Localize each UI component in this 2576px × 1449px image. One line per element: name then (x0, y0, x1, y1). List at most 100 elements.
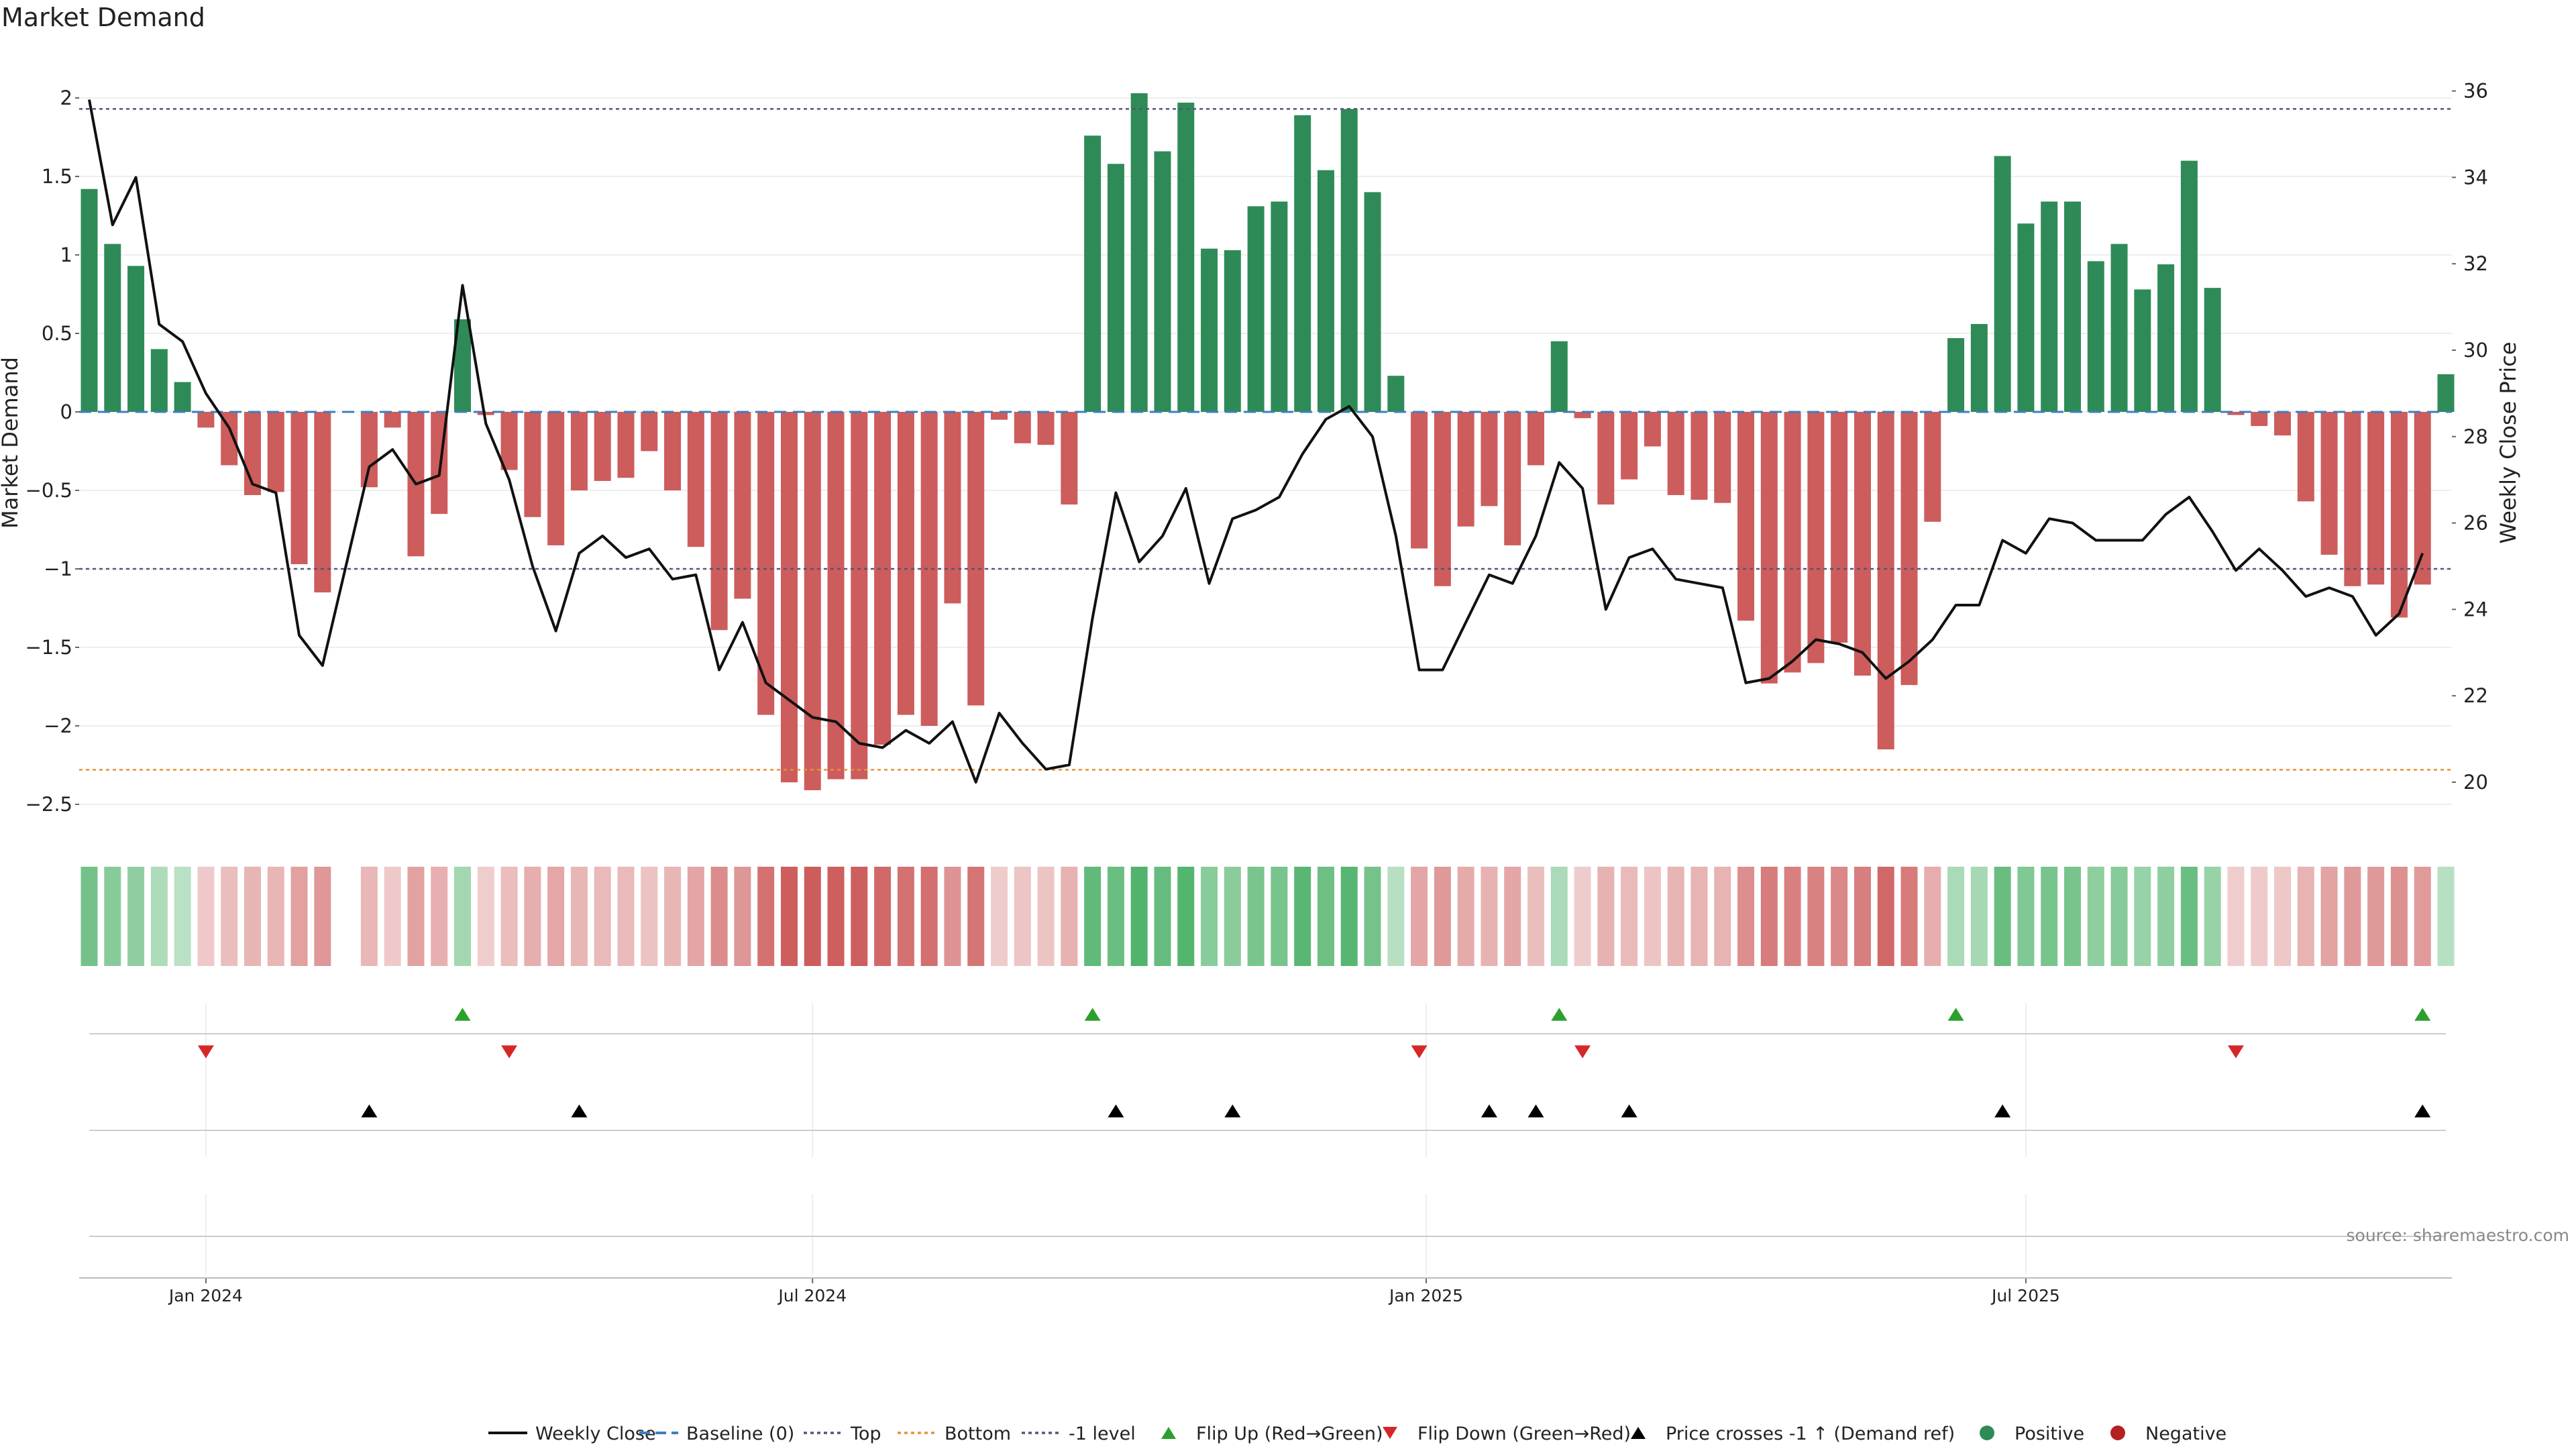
demand-bar (2087, 261, 2104, 412)
y2-axis-label: Weekly Close Price (2496, 341, 2521, 543)
legend-item[interactable]: Top (804, 1424, 881, 1444)
flip-up-marker (1084, 1008, 1101, 1021)
legend-item[interactable]: Weekly Close (488, 1424, 656, 1444)
heat-strip-cell (1130, 867, 1148, 966)
heat-strip-cell (1597, 867, 1615, 966)
demand-bar (2274, 412, 2292, 436)
heat-strip-cell (2251, 867, 2268, 966)
demand-bar (710, 412, 728, 631)
x-tick-label: Jul 2025 (1990, 1286, 2060, 1305)
demand-bar (1130, 93, 1148, 413)
demand-bar (1667, 412, 1684, 496)
demand-bar (780, 412, 798, 783)
demand-bar (944, 412, 961, 604)
demand-bar (991, 412, 1008, 420)
heat-strip-cell (2367, 867, 2385, 966)
heat-strip-cell (524, 867, 541, 966)
heat-strip-cell (734, 867, 751, 966)
heat-strip-cell (267, 867, 284, 966)
price-cross-marker (571, 1104, 588, 1118)
demand-bar (547, 412, 565, 545)
demand-bar (664, 412, 682, 490)
demand-bar (2367, 412, 2385, 585)
heat-strip-cell (594, 867, 611, 966)
y-tick-label: −2 (44, 714, 72, 737)
demand-bar (851, 412, 868, 780)
legend-item[interactable]: Flip Up (Red→Green) (1161, 1424, 1383, 1444)
heat-strip-cell (314, 867, 331, 966)
demand-bar (1574, 412, 1591, 419)
demand-bar (2390, 412, 2408, 618)
y2-tick-label: 22 (2463, 684, 2488, 707)
demand-bar (641, 412, 658, 451)
heat-strip-cell (1527, 867, 1544, 966)
page-title: Market Demand (1, 3, 205, 32)
legend-label: Bottom (945, 1424, 1011, 1444)
demand-bar (874, 412, 892, 745)
heat-strip-cell (2017, 867, 2035, 966)
demand-bar (1877, 412, 1894, 750)
heat-strip-cell (1574, 867, 1591, 966)
demand-bar (2134, 289, 2151, 412)
demand-bar (477, 412, 494, 415)
legend-item[interactable]: Negative (2110, 1424, 2226, 1444)
demand-bar (1527, 412, 1544, 466)
legend-swatch (1631, 1427, 1646, 1439)
heat-strip-cell (1177, 867, 1195, 966)
legend-item[interactable]: Price crosses -1 ↑ (Demand ref) (1631, 1424, 1955, 1444)
heat-strip-cell (1224, 867, 1241, 966)
y-tick-label: −0.5 (25, 479, 72, 502)
demand-bar (1550, 341, 1568, 412)
y2-tick-label: 32 (2463, 252, 2488, 275)
demand-bar (757, 412, 775, 715)
legend-item[interactable]: -1 level (1022, 1424, 1136, 1444)
heat-strip-cell (897, 867, 914, 966)
demand-bar (1760, 412, 1778, 684)
heat-strip-cell (1667, 867, 1684, 966)
flip-up-marker (454, 1008, 471, 1021)
y-tick-label: 0 (60, 400, 72, 423)
demand-bar (1294, 115, 1311, 413)
heat-strip-cell (804, 867, 821, 966)
demand-bar (1924, 412, 1941, 522)
heat-strip-cell (1387, 867, 1405, 966)
demand-bar (1247, 206, 1265, 412)
legend-label: Flip Down (Green→Red) (1417, 1424, 1631, 1444)
demand-bar (2157, 264, 2175, 412)
price-cross-marker (2414, 1104, 2431, 1118)
legend-item[interactable]: Positive (1980, 1424, 2084, 1444)
legend[interactable]: Weekly Close Baseline (0) Top Bottom -1 leve… (488, 1424, 2226, 1444)
demand-bar (1340, 109, 1358, 412)
price-cross-marker (1621, 1104, 1638, 1118)
legend-swatch (1383, 1427, 1397, 1439)
demand-bar (314, 412, 331, 593)
heat-strip-cell (710, 867, 728, 966)
legend-label: Top (850, 1424, 881, 1444)
heat-strip-cell (1831, 867, 1848, 966)
heat-strip-cell (2414, 867, 2431, 966)
flip-down-marker (1411, 1045, 1428, 1059)
heat-strip-cell (2134, 867, 2151, 966)
y2-tick-label: 30 (2463, 339, 2488, 362)
demand-bar (1644, 412, 1661, 447)
demand-bar (1994, 156, 2011, 412)
demand-bar (1084, 136, 1102, 412)
heat-strip-cell (874, 867, 892, 966)
demand-bar (1807, 412, 1825, 663)
demand-bar (1154, 151, 1171, 412)
flip-up-marker (2414, 1008, 2431, 1021)
y-tick-label: 1.5 (42, 165, 72, 188)
demand-bar (150, 349, 168, 412)
heat-strip-cell (431, 867, 448, 966)
y2-tick-label: 36 (2463, 80, 2488, 103)
legend-item[interactable]: Bottom (898, 1424, 1011, 1444)
legend-item[interactable]: Baseline (0) (639, 1424, 794, 1444)
demand-bar (570, 412, 588, 490)
demand-bar (2297, 412, 2314, 502)
legend-label: Weekly Close (535, 1424, 656, 1444)
demand-bar (1434, 412, 1451, 586)
legend-item[interactable]: Flip Down (Green→Red) (1383, 1424, 1631, 1444)
heat-strip-cell (2110, 867, 2128, 966)
heat-strip-cell (1294, 867, 1311, 966)
legend-swatch (2110, 1426, 2125, 1440)
